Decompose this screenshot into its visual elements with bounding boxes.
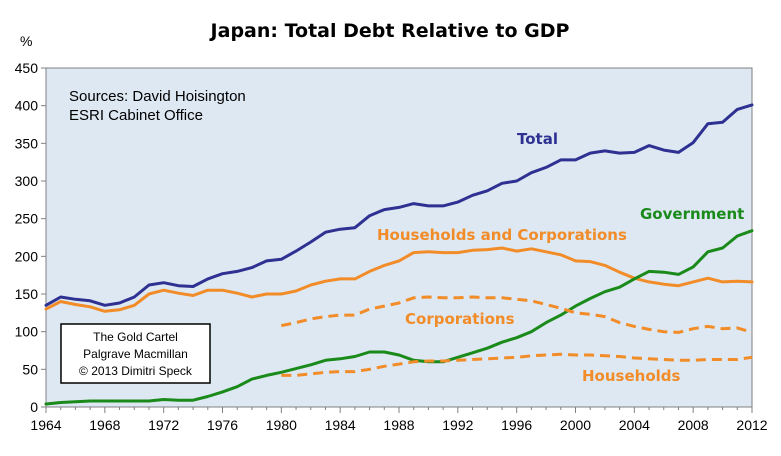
chart-title: Japan: Total Debt Relative to GDP <box>209 20 570 42</box>
series-labels: Total Households and Corporations Govern… <box>377 130 744 385</box>
source-line-1: Sources: David Hoisington <box>69 88 246 105</box>
credit-box: The Gold Cartel Palgrave Macmillan © 201… <box>60 323 211 384</box>
axes: 0 50 100 150 200 250 300 350 400 450 1964 1968 1972 1… <box>15 60 768 433</box>
y-tick-label-100: 100 <box>15 324 39 340</box>
x-tick-label-1992: 1992 <box>442 417 473 433</box>
x-tick-label-2004: 2004 <box>619 417 650 433</box>
source-line-2: ESRI Cabinet Office <box>69 107 203 124</box>
sources-note: Sources: David Hoisington ESRI Cabinet O… <box>69 88 246 124</box>
series-label-government: Government <box>640 205 744 223</box>
credit-line-1: The Gold Cartel <box>93 330 178 344</box>
series-label-total: Total <box>517 130 558 148</box>
y-tick-label-300: 300 <box>15 173 39 189</box>
y-tick-label-150: 150 <box>15 286 39 302</box>
x-tick-label-2012: 2012 <box>736 417 767 433</box>
series-lines <box>44 103 754 406</box>
y-tick-label-350: 350 <box>15 135 39 151</box>
series-line-government <box>44 229 754 406</box>
x-tick-label-1996: 1996 <box>501 417 532 433</box>
y-tick-label-0: 0 <box>30 399 38 415</box>
x-tick-label-2008: 2008 <box>678 417 709 433</box>
x-tick-label-1972: 1972 <box>148 417 179 433</box>
credit-line-3: © 2013 Dimitri Speck <box>79 364 193 378</box>
series-line-total <box>44 103 754 307</box>
series-line-households <box>281 352 753 377</box>
x-tick-label-1964: 1964 <box>30 417 61 433</box>
credit-box-frame <box>60 323 211 384</box>
x-tick-label-1968: 1968 <box>89 417 120 433</box>
x-tick-label-2000: 2000 <box>560 417 591 433</box>
y-tick-label-200: 200 <box>15 248 39 264</box>
series-label-households-and-corporations: Households and Corporations <box>377 226 627 244</box>
series-label-corporations: Corporations <box>405 310 515 328</box>
x-tick-label-1988: 1988 <box>383 417 414 433</box>
x-tick-label-1976: 1976 <box>207 417 238 433</box>
y-unit-label: % <box>20 33 32 49</box>
y-tick-label-250: 250 <box>15 211 39 227</box>
y-tick-label-450: 450 <box>15 60 39 76</box>
series-line-corporations <box>281 295 753 334</box>
y-tick-label-400: 400 <box>15 98 39 114</box>
x-tick-label-1980: 1980 <box>266 417 297 433</box>
series-label-households: Households <box>582 367 681 385</box>
y-tick-label-50: 50 <box>22 361 38 377</box>
x-tick-label-1984: 1984 <box>325 417 356 433</box>
credit-line-2: Palgrave Macmillan <box>83 347 188 361</box>
